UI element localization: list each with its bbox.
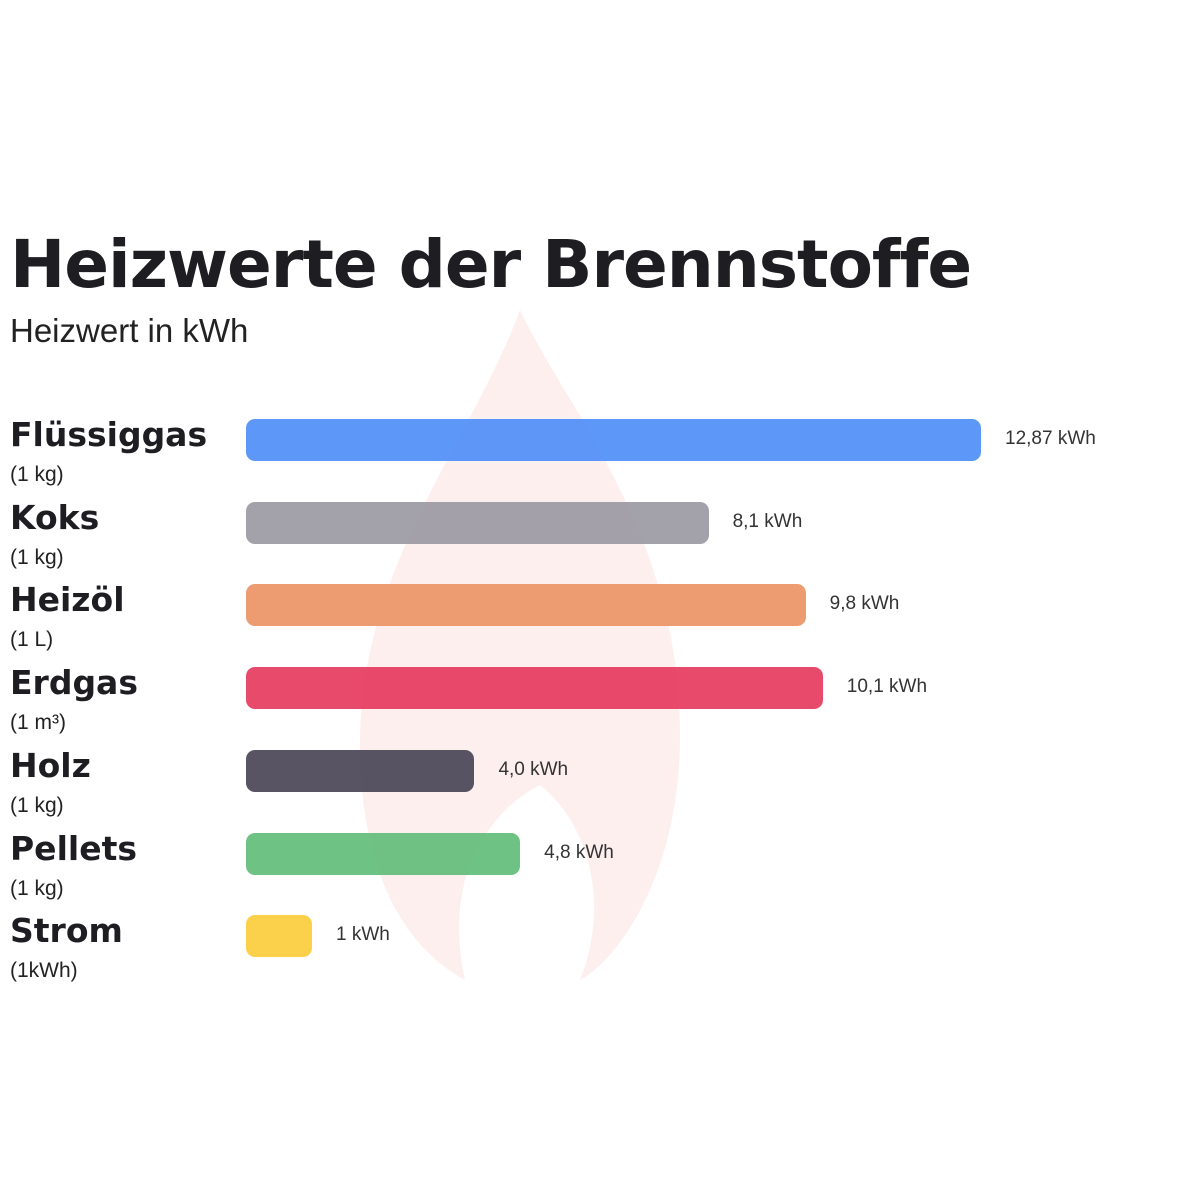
category-unit: (1kWh) bbox=[10, 959, 78, 983]
value-label: 4,0 kWh bbox=[498, 758, 569, 780]
value-label: 10,1 kWh bbox=[846, 676, 928, 698]
bar bbox=[246, 501, 709, 544]
category-label: Koks bbox=[10, 497, 100, 537]
category-unit: (1 kg) bbox=[10, 876, 64, 900]
category-unit: (1 m³) bbox=[10, 711, 66, 735]
flame-watermark bbox=[360, 310, 680, 980]
value-label: 12,87 kWh bbox=[1005, 428, 1096, 449]
bar bbox=[246, 419, 981, 461]
category-label: Erdgas bbox=[10, 663, 138, 703]
bar bbox=[246, 832, 521, 875]
value-label: 9,8 kWh bbox=[829, 593, 900, 615]
bar bbox=[246, 584, 806, 627]
chart-title: Heizwerte der Brennstoffe bbox=[10, 226, 972, 303]
category-unit: (1 kg) bbox=[10, 545, 64, 569]
category-label: Pellets bbox=[10, 828, 137, 868]
chart-subtitle: Heizwert in kWh bbox=[10, 312, 249, 349]
category-unit: (1 L) bbox=[10, 628, 54, 652]
category-unit: (1 kg) bbox=[10, 793, 64, 817]
value-label: 4,8 kWh bbox=[544, 841, 614, 863]
bar bbox=[246, 667, 823, 710]
category-label: Holz bbox=[10, 745, 91, 785]
category-unit: (1 kg) bbox=[10, 463, 64, 486]
bar bbox=[246, 915, 312, 958]
category-label: Strom bbox=[10, 911, 123, 951]
value-label: 8,1 kWh bbox=[732, 510, 803, 532]
category-label: Heizöl bbox=[10, 580, 125, 620]
category-label: Flüssiggas bbox=[10, 415, 208, 454]
bar bbox=[246, 749, 475, 792]
value-label: 1 kWh bbox=[336, 924, 390, 946]
